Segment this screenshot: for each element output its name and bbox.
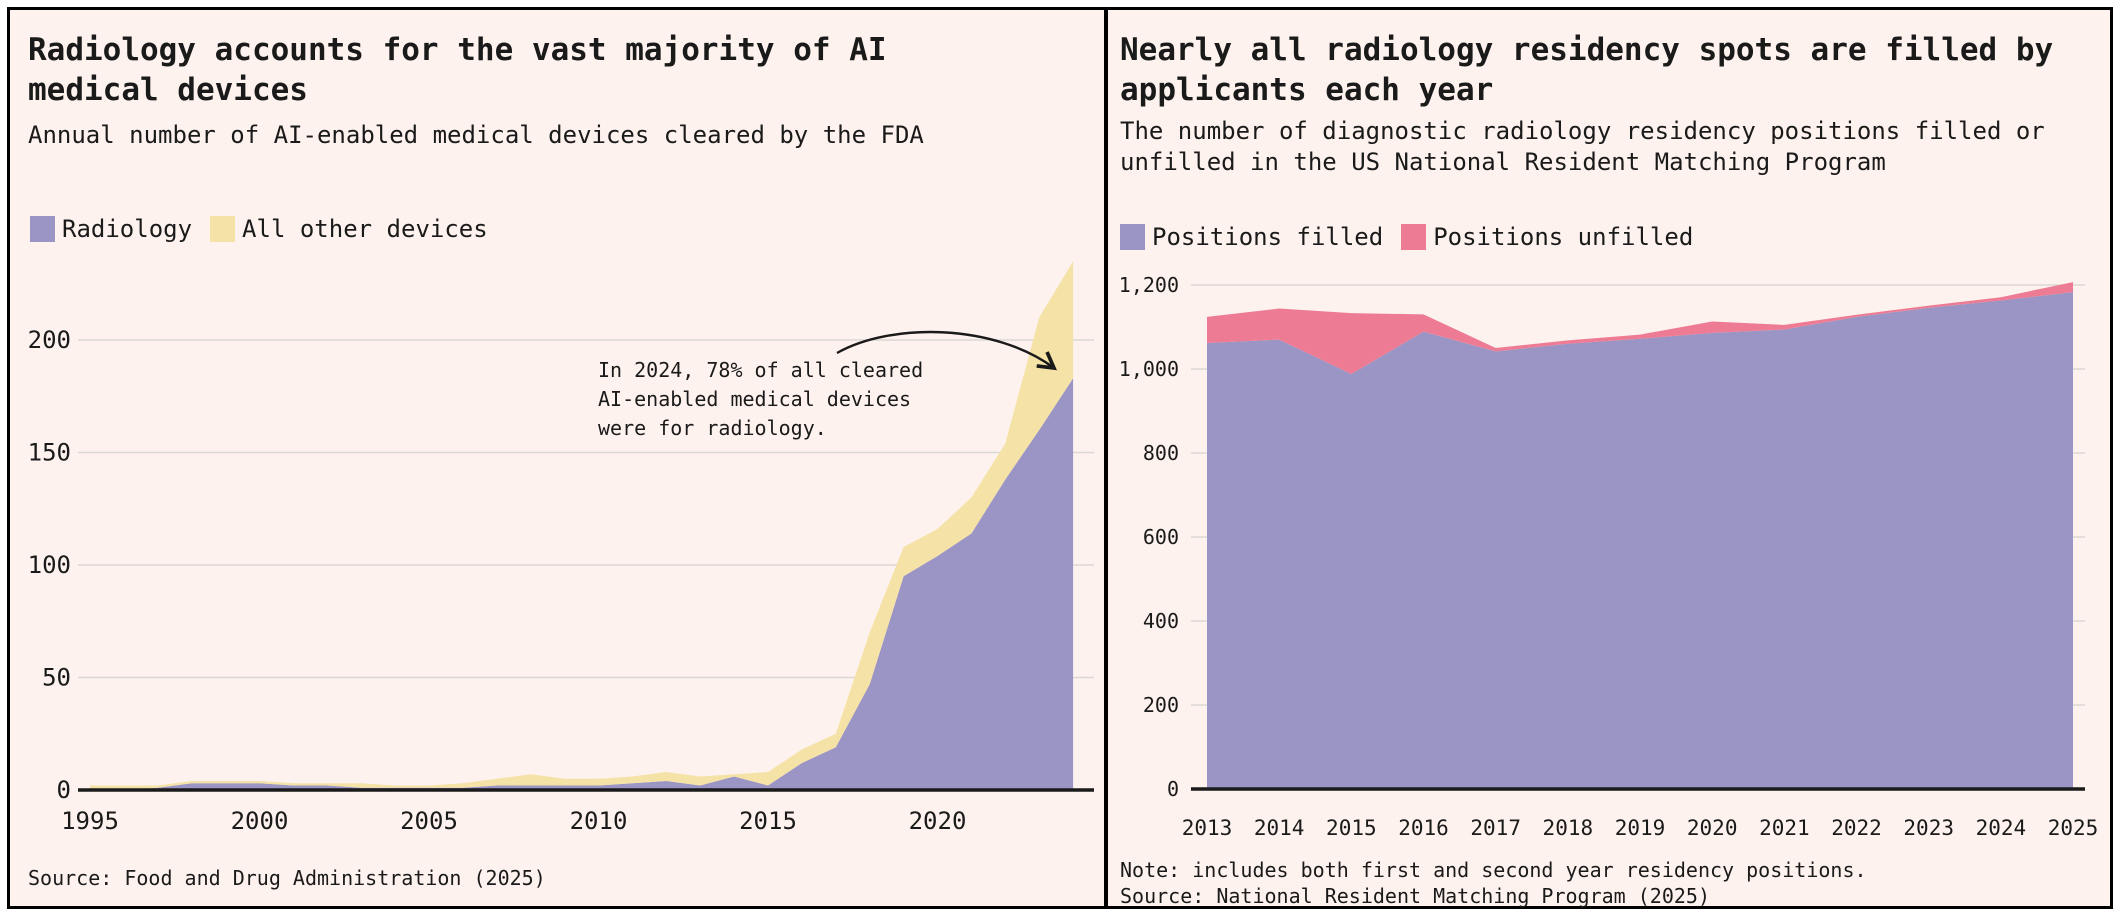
x-tick-label: 2015 — [739, 807, 797, 835]
fda-legend: Radiology All other devices — [30, 216, 488, 242]
residency-note: Note: includes both first and second yea… — [1120, 858, 1867, 882]
fda-devices-panel: Radiology accounts for the vast majority… — [10, 10, 1108, 906]
y-tick-label: 0 — [57, 776, 71, 804]
legend-label-positions-filled: Positions filled — [1152, 223, 1384, 251]
legend-label-radiology: Radiology — [62, 215, 193, 243]
area-positions-filled — [1207, 292, 2073, 789]
x-tick-label: 2017 — [1470, 816, 1521, 840]
legend-item-positions-filled: Positions filled — [1120, 224, 1383, 250]
legend-item-other-devices: All other devices — [210, 216, 488, 242]
y-tick-label: 100 — [28, 551, 71, 579]
x-tick-label: 2020 — [1687, 816, 1738, 840]
legend-item-positions-unfilled: Positions unfilled — [1401, 224, 1693, 250]
x-tick-label: 2023 — [1903, 816, 1954, 840]
y-tick-label: 400 — [1143, 609, 1179, 633]
fda-chart-title: Radiology accounts for the vast majority… — [28, 32, 887, 108]
x-tick-label: 2022 — [1831, 816, 1882, 840]
y-tick-label: 1,000 — [1119, 357, 1179, 381]
radiology-swatch — [30, 216, 55, 242]
residency-chart-title: Nearly all radiology residency spots are… — [1120, 32, 2054, 108]
x-tick-label: 1995 — [61, 807, 119, 835]
x-tick-label: 2018 — [1543, 816, 1594, 840]
residency-legend: Positions filled Positions unfilled — [1120, 224, 1693, 250]
y-tick-label: 200 — [1143, 693, 1179, 717]
area-radiology — [90, 378, 1074, 790]
x-tick-label: 2025 — [2048, 816, 2099, 840]
residency-panel: Nearly all radiology residency spots are… — [1108, 10, 2110, 908]
x-tick-label: 2015 — [1326, 816, 1377, 840]
y-tick-label: 600 — [1143, 525, 1179, 549]
x-tick-label: 2019 — [1615, 816, 1666, 840]
legend-label-positions-unfilled: Positions unfilled — [1433, 223, 1694, 251]
positions-filled-swatch — [1120, 224, 1145, 250]
annotation-arrow-group — [836, 330, 1057, 371]
residency-chart-subtitle: The number of diagnostic radiology resid… — [1120, 117, 2045, 176]
legend-label-other-devices: All other devices — [242, 215, 488, 243]
x-tick-label: 2000 — [231, 807, 289, 835]
y-tick-label: 800 — [1143, 441, 1179, 465]
legend-item-radiology: Radiology — [30, 216, 192, 242]
y-tick-label: 1,200 — [1119, 273, 1179, 297]
figure-frame: Radiology accounts for the vast majority… — [7, 7, 2113, 909]
x-tick-label: 2021 — [1759, 816, 1810, 840]
x-tick-label: 2020 — [909, 807, 967, 835]
fda-area-chart: 0 50 100 150 200 1995 2000 2005 2010 2015 2020 — [28, 261, 1094, 835]
x-tick-label: 2010 — [570, 807, 628, 835]
x-tick-label: 2014 — [1254, 816, 1305, 840]
fda-chart-subtitle: Annual number of AI-enabled medical devi… — [28, 121, 924, 149]
residency-area-chart: 0 200 400 600 800 1,000 1,200 2013 2014 2015 2016 2… — [1119, 273, 2099, 840]
fda-source: Source: Food and Drug Administration (20… — [28, 866, 546, 890]
area-positions-unfilled — [1207, 282, 2073, 374]
nrmp-radiology-residency-plot: 0 200 400 600 800 1,000 1,200 2013 2014 2015 2016 2… — [1119, 273, 2099, 840]
fda-annotation: In 2024, 78% of all cleared AI-enabled m… — [598, 358, 924, 440]
y-tick-label: 0 — [1167, 777, 1179, 801]
x-tick-label: 2013 — [1182, 816, 1233, 840]
x-tick-label: 2005 — [400, 807, 458, 835]
other-devices-swatch — [210, 216, 236, 242]
residency-source: Source: National Resident Matching Progr… — [1120, 884, 1711, 908]
y-tick-label: 50 — [42, 664, 71, 692]
positions-unfilled-swatch — [1401, 224, 1427, 250]
y-tick-label: 200 — [28, 326, 71, 354]
fda-ai-devices-plot: 0 50 100 150 200 1995 2000 2005 2010 2015 2020 — [28, 261, 1094, 835]
annotation-arrow — [836, 330, 1057, 371]
x-tick-label: 2016 — [1398, 816, 1449, 840]
x-tick-label: 2024 — [1976, 816, 2027, 840]
y-tick-label: 150 — [28, 439, 71, 467]
